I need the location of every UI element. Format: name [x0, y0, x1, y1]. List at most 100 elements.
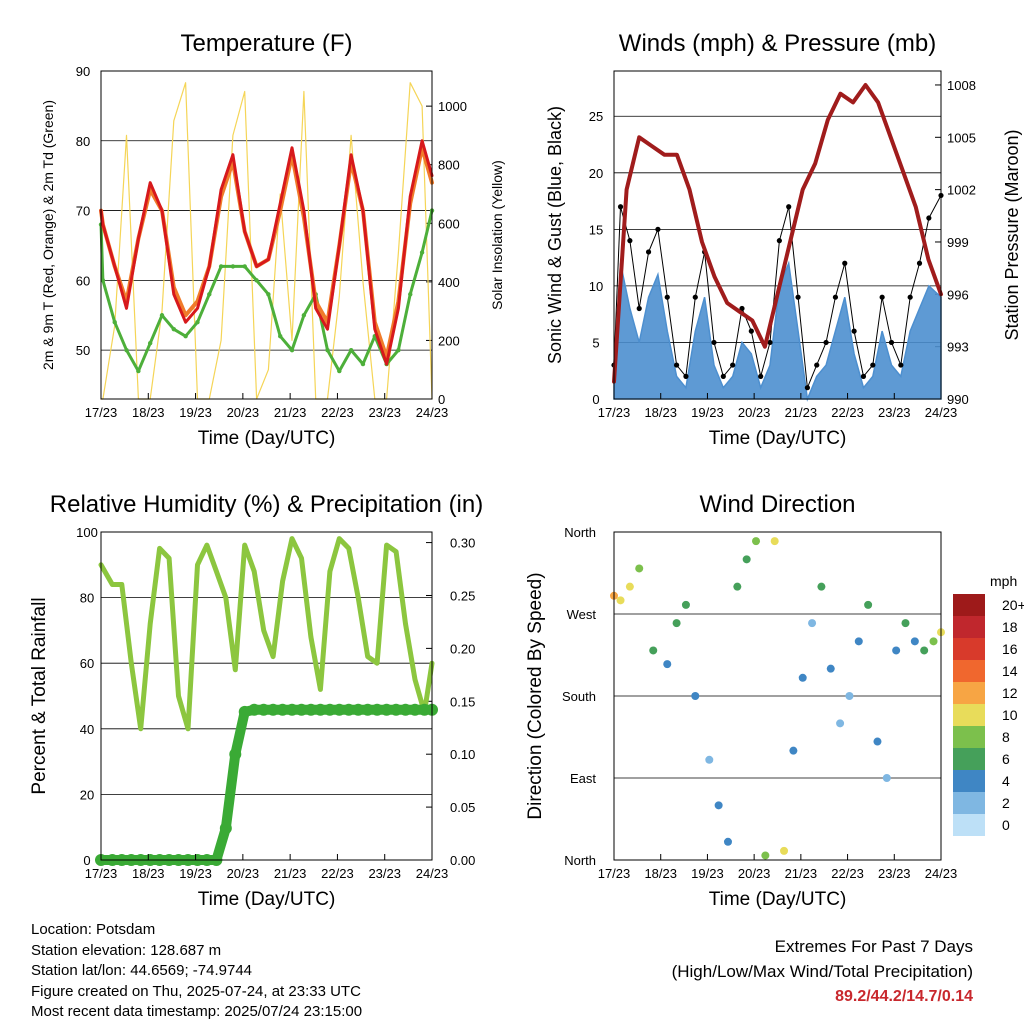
- direction-point: [663, 660, 672, 669]
- y2-tick-label: 400: [438, 275, 460, 290]
- y-tick-label: 40: [80, 722, 94, 737]
- x-tick-label: 23/23: [878, 866, 911, 881]
- y2-tick-label: 800: [438, 158, 460, 173]
- dewpoint-line-point: [195, 320, 200, 325]
- x-tick-label: 20/23: [227, 866, 260, 881]
- direction-point: [625, 582, 634, 591]
- dewpoint-line-point: [337, 368, 342, 374]
- station-latlon: Station lat/lon: 44.6569; -74.9744: [31, 962, 253, 979]
- y2-tick-label: 0.20: [450, 641, 475, 656]
- direction-point: [780, 846, 789, 855]
- x-tick-label: 17/23: [85, 405, 118, 420]
- gust-line: [613, 194, 942, 389]
- x-tick-label: 19/23: [691, 866, 724, 881]
- colorbar-swatch: [953, 594, 985, 616]
- colorbar-swatch: [953, 748, 985, 770]
- dewpoint-line-point: [325, 347, 330, 353]
- direction-point: [770, 537, 779, 546]
- station-location: Location: Potsdam: [31, 921, 156, 938]
- x-tick-label: 20/23: [738, 405, 771, 420]
- y2-tick-label: 600: [438, 216, 460, 231]
- precip-line-point: [333, 703, 346, 716]
- colorbar-swatch: [953, 792, 985, 814]
- dewpoint-line-point: [230, 264, 236, 269]
- y-tick-label: West: [567, 607, 597, 622]
- x-tick-label: 23/23: [368, 405, 401, 420]
- direction-point: [789, 746, 798, 755]
- colorbar-label: 0: [1002, 817, 1010, 833]
- direction-point: [723, 837, 732, 846]
- station-elevation: Station elevation: 128.687 m: [31, 941, 222, 959]
- latest-timestamp: Most recent data timestamp: 2025/07/24 2…: [31, 1003, 363, 1020]
- y2-tick-label: 200: [438, 333, 460, 348]
- y2-tick-label: 0.15: [450, 694, 475, 709]
- x-axis-label: Time (Day/UTC): [709, 428, 847, 449]
- precip-line-point: [304, 703, 317, 716]
- dewpoint-line-point: [183, 333, 188, 339]
- x-tick-label: 22/23: [831, 405, 864, 420]
- precip-line-point: [390, 703, 403, 716]
- dewpoint-line-point: [136, 368, 141, 374]
- y2-axis-label: Station Pressure (Maroon): [1002, 129, 1022, 340]
- direction-point: [910, 637, 919, 646]
- direction-point: [742, 555, 751, 564]
- colorbar-swatch: [953, 770, 985, 792]
- colorbar-swatch: [953, 704, 985, 726]
- precip-line-point: [323, 703, 336, 716]
- y-tick-label: North: [564, 525, 596, 540]
- dewpoint-line-point: [207, 292, 212, 297]
- dewpoint-line-point: [266, 292, 271, 297]
- x-tick-label: 22/23: [831, 866, 864, 881]
- y2-tick-label: 999: [947, 235, 969, 250]
- direction-point: [845, 692, 854, 700]
- x-tick-label: 21/23: [785, 866, 818, 881]
- direction-point: [920, 646, 929, 655]
- dewpoint-line-point: [124, 347, 129, 353]
- y2-tick-label: 990: [947, 392, 969, 407]
- y-tick-label: 80: [80, 591, 94, 606]
- dewpoint-line-point: [396, 347, 401, 353]
- direction-point: [854, 637, 863, 646]
- plot-frame-4: [613, 531, 942, 861]
- y-tick-label: East: [570, 771, 596, 786]
- precip-line-point: [276, 703, 289, 716]
- x-tick-label: 21/23: [785, 405, 818, 420]
- precip-line-point: [352, 703, 365, 716]
- direction-point: [836, 719, 845, 728]
- y-tick-label: 90: [76, 64, 90, 79]
- precip-line-point: [314, 703, 327, 716]
- colorbar-swatch: [953, 660, 985, 682]
- x-tick-label: 21/23: [274, 405, 307, 420]
- direction-point: [873, 737, 882, 746]
- colorbar-swatch: [953, 616, 985, 638]
- plot-frame-3: [100, 531, 433, 861]
- figure-created: Figure created on Thu, 2025-07-24, at 23…: [31, 982, 361, 1000]
- dewpoint-line-point: [301, 313, 307, 318]
- precip-line-point: [286, 703, 299, 716]
- x-tick-label: 21/23: [274, 866, 307, 881]
- y2-tick-label: 1005: [947, 130, 976, 145]
- y2-tick-label: 996: [947, 287, 969, 302]
- dewpoint-line-point: [278, 333, 283, 339]
- chart-title: Relative Humidity (%) & Precipitation (i…: [50, 491, 483, 518]
- dewpoint-line-point: [242, 264, 247, 269]
- station-info: Location: Potsdam Station elevation: 128…: [31, 920, 362, 1023]
- y2-tick-label: 0.25: [450, 588, 475, 603]
- x-tick-label: 22/23: [321, 405, 354, 420]
- dewpoint-line-point: [218, 264, 224, 269]
- direction-point: [733, 582, 742, 591]
- x-tick-label: 24/23: [925, 866, 958, 881]
- precip-line-point: [361, 703, 374, 716]
- precip-line-point: [408, 703, 421, 716]
- direction-point: [761, 851, 770, 860]
- x-tick-label: 18/23: [132, 866, 165, 881]
- dewpoint-line-point: [289, 347, 295, 353]
- y-axis-label: Direction (Colored By Speed): [525, 572, 546, 819]
- precip-line-point: [399, 703, 412, 716]
- extremes-values: 89.2/44.2/14.7/0.14: [835, 988, 973, 1005]
- extremes-box: Extremes For Past 7 Days (High/Low/Max W…: [672, 934, 973, 1009]
- x-tick-label: 24/23: [416, 405, 449, 420]
- y-tick-label: 60: [76, 273, 90, 288]
- colorbar-swatch: [953, 682, 985, 704]
